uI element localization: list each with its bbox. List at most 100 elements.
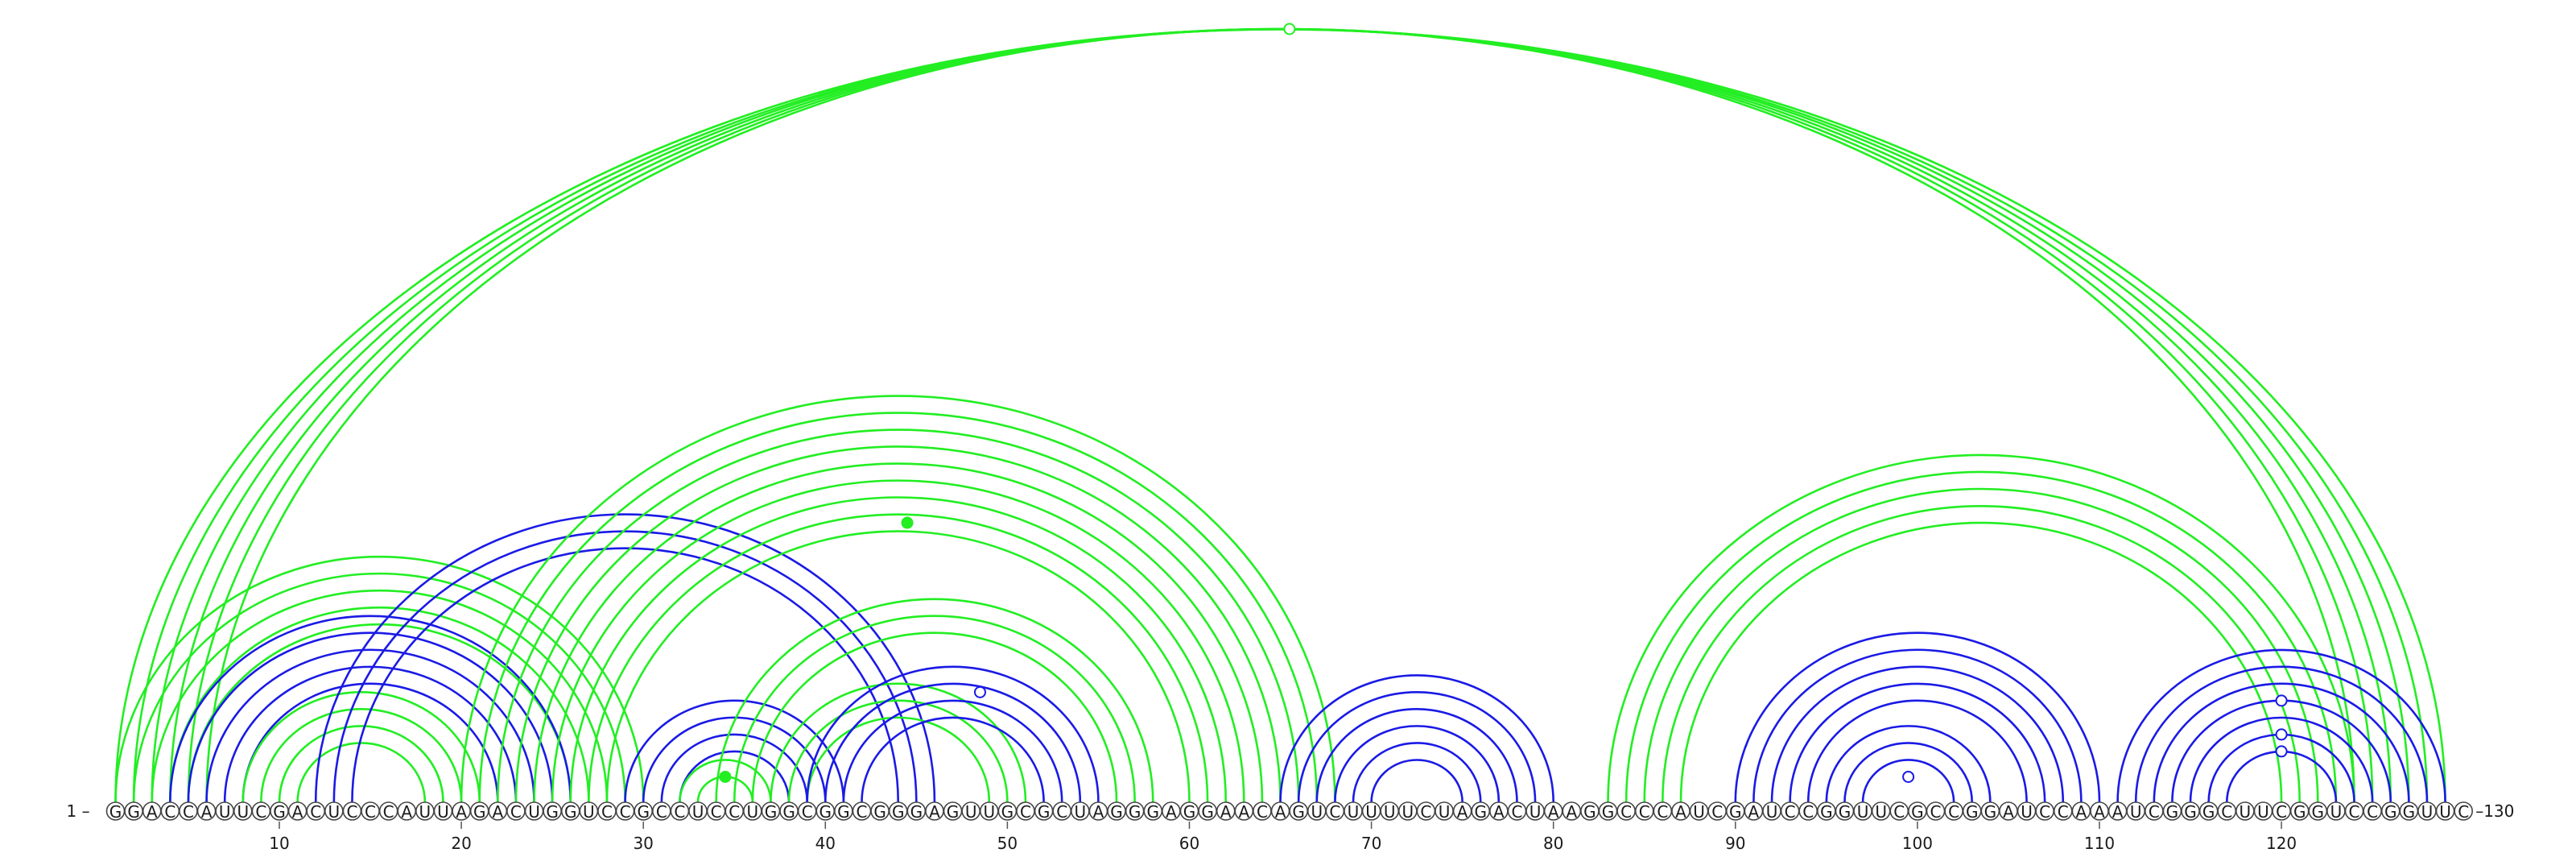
arc-3-127 (151, 27, 2410, 803)
nucleotide-letter: G (819, 802, 832, 822)
nucleotide-letter: C (383, 802, 394, 822)
marker-42-55 (973, 685, 986, 698)
nucleotide-letter: G (837, 802, 850, 822)
arc-92-108 (1770, 665, 2065, 803)
marker-117-123 (2275, 745, 2288, 758)
tick-label-40: 40 (815, 834, 836, 853)
nucleotide: C (1944, 801, 1963, 822)
nucleotide: G (906, 801, 927, 822)
arc-9-20 (260, 708, 463, 803)
nucleotide-letter: U (1693, 802, 1705, 822)
nucleotide-letter: G (765, 802, 778, 822)
nucleotide-letter: U (1311, 802, 1323, 822)
nucleotide-letter: A (1220, 802, 1232, 822)
nucleotide-letter: C (1802, 802, 1814, 822)
nucleotide: A (488, 801, 508, 822)
arc-7-23 (223, 665, 518, 803)
nucleotide-letter: C (857, 802, 868, 822)
nucleotide: A (2090, 801, 2109, 822)
nucleotide: G (1143, 801, 1163, 822)
arc-94-106 (1806, 699, 2028, 803)
nucleotide-letter: G (1966, 802, 1979, 822)
nucleotide: U (961, 801, 980, 822)
nucleotide: C (179, 801, 198, 822)
nucleotide-letter: U (1857, 802, 1869, 822)
arc-11-18 (296, 742, 427, 803)
nucleotide: G (2399, 801, 2419, 822)
nucleotide: U (1689, 801, 1709, 822)
arc-21-67 (478, 412, 1319, 803)
nucleotide: U (743, 801, 762, 822)
nucleotide-letter: C (1893, 802, 1905, 822)
nucleotide: U (1871, 801, 1891, 822)
nucleotide: U (324, 801, 344, 822)
nucleotide: C (1507, 801, 1527, 822)
arc-6-124 (205, 27, 2355, 803)
nucleotide-letter: A (1748, 802, 1760, 822)
nucleotide-letter: C (2276, 802, 2287, 822)
nucleotide: U (2017, 801, 2037, 822)
nucleotide: U (233, 801, 253, 822)
nucleotide-letter: U (965, 802, 977, 822)
nucleotide-letter: G (1839, 802, 1852, 822)
nucleotide-letter: G (2184, 802, 2197, 822)
nucleotide: G (543, 801, 562, 822)
nucleotide-letter: G (1583, 802, 1596, 822)
tick-label-100: 100 (1902, 834, 1933, 853)
arc-27-61 (588, 513, 1209, 803)
arc-3-28 (151, 589, 609, 803)
nucleotide: C (2272, 801, 2291, 822)
nucleotide: C (597, 801, 617, 822)
nucleotide: U (524, 801, 544, 822)
nucleotide: U (1344, 801, 1363, 822)
nucleotide-letter: G (473, 802, 486, 822)
nucleotide: A (196, 801, 217, 822)
arc-32-37 (679, 759, 772, 803)
nucleotide-letter: G (2384, 802, 2397, 822)
nucleotide-letter: G (947, 802, 960, 822)
tick-label-60: 60 (1179, 834, 1199, 853)
nucleotide-letter: G (1201, 802, 1214, 822)
nucleotide: G (1835, 801, 1855, 822)
nucleotide-letter: A (492, 802, 503, 822)
nucleotide-letter: U (2130, 802, 2142, 822)
nucleotide: C (2035, 801, 2054, 822)
arc-96-103 (1843, 742, 1974, 803)
arc-6-24 (205, 648, 535, 803)
arc-113-127 (2153, 682, 2410, 803)
nucleotide-letter: G (1038, 802, 1051, 822)
nucleotide-letter: G (2202, 802, 2215, 822)
nucleotide: A (1088, 801, 1108, 822)
nucleotide: U (433, 801, 453, 822)
nucleotide-letter: C (1420, 802, 1431, 822)
nucleotide: G (1034, 801, 1054, 822)
nucleotide: A (1543, 801, 1563, 822)
marker-6-125 (1283, 23, 1296, 35)
nucleotide-letter: C (711, 802, 722, 822)
nucleotide-letter: G (273, 802, 286, 822)
nucleotide-letter: U (1875, 802, 1887, 822)
nucleotide: C (1016, 801, 1035, 822)
nucleotide: G (1908, 801, 1927, 822)
nucleotide-letter: C (1511, 802, 1522, 822)
arc-95-104 (1825, 725, 1992, 803)
nucleotide: G (1817, 801, 1836, 822)
nucleotide-letter: U (2240, 802, 2252, 822)
marker-114-126 (2275, 694, 2288, 707)
nucleotide: C (2454, 801, 2473, 822)
nucleotide: A (397, 801, 417, 822)
nucleotide-letter: G (1292, 802, 1305, 822)
nucleotide-letter: G (892, 802, 905, 822)
nucleotide: G (124, 801, 143, 822)
nucleotide: G (1580, 801, 1600, 822)
nucleotide: A (1452, 801, 1472, 822)
nucleotide-letter: C (2149, 802, 2160, 822)
nucleotide: C (2363, 801, 2382, 822)
nucleotide-letter: A (201, 802, 213, 822)
nucleotide: G (997, 801, 1018, 822)
nucleotide: U (688, 801, 708, 822)
nucleotide-letter: C (729, 802, 740, 822)
nucleotide: A (142, 801, 162, 822)
arc-42-52 (861, 716, 1045, 803)
